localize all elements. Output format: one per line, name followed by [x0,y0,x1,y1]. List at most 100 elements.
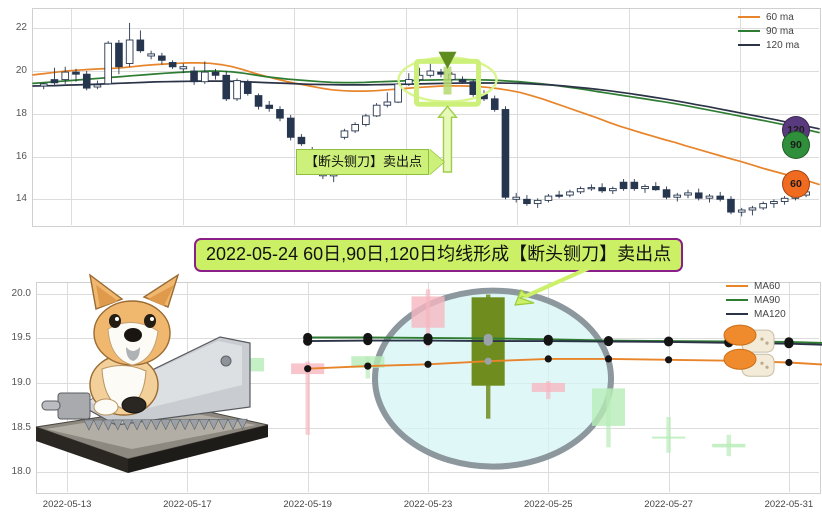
blade-tooth [83,419,95,431]
paw-toe [765,341,769,345]
corgi-eye-left [109,314,121,328]
ma-data-point [304,365,312,373]
candle-body-down [168,62,177,68]
gridline-vertical [628,9,630,225]
blade-tooth [93,419,104,431]
legend-item: 60 ma [738,10,799,24]
blade-tooth [198,419,210,431]
y-axis-tick-label: 18.0 [11,466,31,478]
gridline-horizontal [33,199,819,201]
x-axis-tick-label: 2022-05-31 [764,499,814,510]
corgi-muzzle [107,322,159,366]
corgi-paw-ma90 [723,324,775,353]
candle-body-up [362,115,370,125]
gridline-vertical [517,9,518,225]
top-plot-area [32,8,821,227]
candle-body-down [523,198,531,205]
ma-data-point [303,336,313,346]
y-axis-tick-label: 14 [15,193,27,205]
candle-body-down [50,79,59,84]
gridline-vertical [67,283,69,492]
y-axis-tick-label: 20.0 [11,287,31,299]
ma-data-point [423,336,433,346]
guillotine-base-side [128,425,268,473]
candle-body-up [641,186,649,190]
corgi-eye-left-glint [115,317,119,321]
guillotine-base-front [36,427,128,473]
paw-toe [760,337,764,341]
sell-marker-bar [443,66,452,95]
candle-body-down [630,181,639,190]
ma-data-point [364,362,372,370]
ma-data-point [424,360,432,368]
x-axis-tick-label: 2022-05-25 [523,499,573,510]
candle-body-down [490,98,499,110]
candle-body-up [652,436,686,439]
y-axis-tick-label: 22 [15,22,27,34]
candle-body-down [265,104,274,109]
ma-data-point [784,339,794,349]
y-axis-tick-label: 19.0 [11,377,31,388]
candle-body-up [233,80,241,100]
candle-wick [305,361,310,435]
candle-body-down [619,181,628,190]
x-axis-tick-label: 2022-05-19 [283,499,332,510]
x-axis-tick-label: 2022-05-23 [403,499,453,510]
candle-body-down [254,95,263,107]
gridline-vertical [294,9,295,225]
candle-body-down [458,79,467,83]
gridline-vertical [182,9,184,225]
ma-line-60 [32,62,820,186]
blade-tooth [160,419,171,431]
candle-body-down [469,81,478,95]
legend-label: 60 ma [766,11,794,23]
callout-label: 【断头铡刀】卖出点 [296,149,430,175]
ma-data-point [785,358,793,367]
blade-tooth [217,419,229,430]
guillotine-base-shine [46,409,256,449]
legend-label: MA120 [754,308,786,320]
candle-body-up [351,356,385,368]
blade-tooth [121,419,133,431]
candle-body-down [158,55,166,61]
blade-tooth [131,419,143,431]
candle-body-up [372,104,381,117]
candle-body-down [727,198,735,213]
candle-body-down [501,109,510,198]
guillotine-handle [41,400,61,411]
top-chart-svg [32,22,820,217]
ma-data-point [604,355,613,363]
corgi-ear-left-inner [96,285,118,307]
candle-body-down [652,186,660,191]
ma-data-point [484,357,492,365]
candle-body-up [383,101,392,106]
bottom-chart-panel: 20.0 19.5 19.0 18.5 18.0 2022-05-13 2022-05-1… [0,262,822,520]
candle-body-up [93,84,102,88]
candle-body-up [587,187,596,190]
ma-line-90 [32,70,820,134]
candle-body-up [512,196,521,200]
sell-point-callout: 【断头铡刀】卖出点 [296,149,445,175]
candle-body-up [61,71,70,81]
x-axis-tick-label: 2022-05-17 [163,499,212,510]
candle-body-up [544,195,553,201]
corgi-nose [124,328,142,342]
gridline-vertical [405,9,407,225]
bottom-chart-svg [231,262,822,470]
candle-body-down [598,187,606,192]
legend-item: 90 ma [738,24,799,38]
candle-body-down [531,383,565,392]
x-axis-tick-label: 2022-05-13 [42,499,92,510]
gridline-vertical [71,9,72,225]
corgi-eye-right [144,314,156,328]
candle-body-down [297,136,306,145]
candle-body-up [759,203,767,209]
candle-body-up [125,39,134,64]
ma-data-point [664,337,674,347]
ma-data-point [543,336,553,346]
corgi-eye-right-glint [150,317,154,321]
gridline-horizontal [33,113,819,115]
legend-line-swatch [738,16,760,18]
candle-body-up [737,209,746,213]
legend-item: 120 ma [738,38,799,52]
